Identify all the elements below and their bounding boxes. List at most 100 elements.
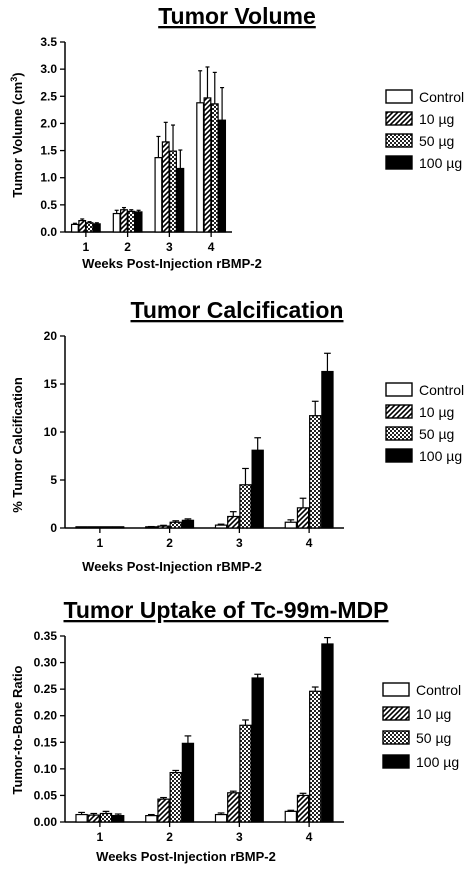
legend-swatch xyxy=(385,155,413,170)
y-tick-label: 0.0 xyxy=(40,225,57,239)
y-tick-label: 10 xyxy=(44,425,58,439)
bar xyxy=(321,643,334,823)
bar xyxy=(214,524,228,529)
bar xyxy=(169,771,182,823)
legend-label: 10 µg xyxy=(416,706,451,722)
y-tick-label: 0.35 xyxy=(34,629,58,643)
bar xyxy=(309,415,322,529)
y-tick-label: 2.5 xyxy=(40,89,57,103)
legend-label: 50 µg xyxy=(416,730,451,746)
bar xyxy=(239,484,252,529)
bar xyxy=(169,150,177,233)
y-tick-label: 0.5 xyxy=(40,198,57,212)
y-tick-label: 3.0 xyxy=(40,62,57,76)
y-tick-label: 0.05 xyxy=(34,788,58,802)
bar xyxy=(78,220,87,233)
bar xyxy=(227,515,240,529)
y-tick-label: 5 xyxy=(50,473,57,487)
chart-title: Tumor Uptake of Tc-99m-MDP xyxy=(63,597,388,623)
x-axis-label: Weeks Post-Injection rBMP-2 xyxy=(96,849,276,864)
legend-label: 100 µg xyxy=(416,754,459,770)
y-tick-label: 0.20 xyxy=(34,709,58,723)
bar xyxy=(176,167,185,233)
bar-group xyxy=(75,352,334,529)
x-tick-label: 4 xyxy=(306,830,313,844)
legend-swatch xyxy=(385,89,413,104)
bar xyxy=(169,521,182,529)
y-tick-label: 0.30 xyxy=(34,656,58,670)
x-tick-label: 4 xyxy=(306,536,313,550)
chart-legend: Control 10 µg 50 µg 100 µg xyxy=(385,89,464,171)
bar xyxy=(85,222,94,233)
bar xyxy=(296,507,310,529)
legend-swatch xyxy=(385,382,413,397)
bar xyxy=(321,370,334,529)
legend-swatch xyxy=(385,133,413,148)
bar xyxy=(210,103,219,233)
bar xyxy=(112,815,125,823)
legend-label: Control xyxy=(419,89,464,105)
bar xyxy=(203,97,212,233)
x-tick-label: 2 xyxy=(166,830,173,844)
bar xyxy=(214,813,228,823)
legend-swatch xyxy=(385,426,413,441)
bar xyxy=(75,813,88,823)
legend-label: 10 µg xyxy=(419,111,454,127)
bar xyxy=(70,223,79,233)
bar xyxy=(99,812,113,823)
bar xyxy=(296,794,310,823)
chart-title: Tumor Volume xyxy=(158,3,316,29)
x-tick-label: 3 xyxy=(236,536,243,550)
y-tick-label: 0.25 xyxy=(34,682,58,696)
legend-swatch xyxy=(382,730,410,745)
bar xyxy=(181,742,195,823)
chart-panel-uptake: Tumor Uptake of Tc-99m-MDP Tumor-to-Bone… xyxy=(10,597,461,864)
bar xyxy=(284,810,297,823)
bar xyxy=(157,525,170,529)
y-axis-label: Tumor-to-Bone Ratio xyxy=(10,665,25,794)
y-tick-label: 0 xyxy=(50,521,57,535)
bar xyxy=(154,157,163,233)
legend-swatch xyxy=(382,682,410,697)
y-tick-label: 2.0 xyxy=(40,116,57,130)
x-tick-label: 1 xyxy=(97,830,104,844)
x-tick-label: 1 xyxy=(97,536,104,550)
legend-label: 100 µg xyxy=(419,155,462,171)
bar xyxy=(251,449,264,529)
bar xyxy=(112,212,121,233)
bar xyxy=(134,211,143,233)
x-tick-label: 1 xyxy=(83,240,90,254)
legend-swatch xyxy=(385,404,413,419)
legend-label: Control xyxy=(416,682,461,698)
x-tick-label: 2 xyxy=(166,536,173,550)
x-axis-label: Weeks Post-Injection rBMP-2 xyxy=(82,559,262,574)
y-tick-label: 0.15 xyxy=(34,735,58,749)
bar-group xyxy=(70,66,227,233)
x-tick-label: 2 xyxy=(124,240,131,254)
legend-swatch xyxy=(385,448,413,463)
bar xyxy=(196,102,205,233)
bar xyxy=(251,677,264,823)
chart-panel-volume: Tumor Volume Tumor Volume (cm3) 0.0 0.5 1.… xyxy=(9,3,464,271)
chart-legend: Control 10 µg 50 µg 100 µg xyxy=(382,682,461,770)
bar xyxy=(227,792,240,823)
bar xyxy=(120,209,128,233)
y-axis-label: Tumor Volume (cm3) xyxy=(9,72,25,197)
bar xyxy=(87,814,100,823)
bar xyxy=(309,690,322,823)
bar xyxy=(181,519,195,529)
bar xyxy=(218,119,227,233)
legend-label: 50 µg xyxy=(419,133,454,149)
bar xyxy=(161,141,170,233)
legend-swatch xyxy=(382,706,410,721)
legend-label: 50 µg xyxy=(419,426,454,442)
x-tick-label: 4 xyxy=(208,240,215,254)
legend-swatch xyxy=(382,754,410,769)
bar xyxy=(157,798,170,823)
y-tick-label: 15 xyxy=(44,377,58,391)
y-tick-label: 3.5 xyxy=(40,35,57,49)
bar xyxy=(284,521,297,529)
legend-label: Control xyxy=(419,382,464,398)
y-tick-label: 1.0 xyxy=(40,171,57,185)
